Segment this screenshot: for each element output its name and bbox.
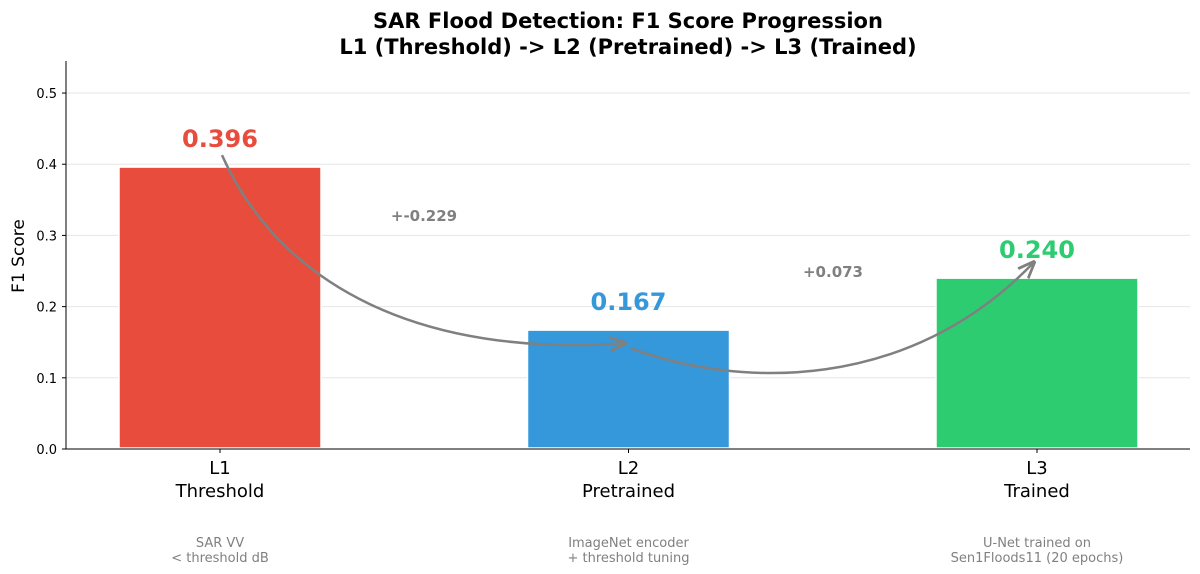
x-tick-label: L1 — [209, 458, 230, 479]
y-tick-label: 0.3 — [36, 229, 57, 244]
y-tick-label: 0.1 — [36, 372, 57, 387]
chart-title-line2: L1 (Threshold) -> L2 (Pretrained) -> L3 … — [339, 35, 916, 59]
y-tick-label: 0.4 — [36, 158, 57, 173]
y-tick-label: 0.5 — [36, 87, 57, 102]
delta-arrow — [220, 154, 626, 345]
category-note: Sen1Floods11 (20 epochs) — [951, 551, 1124, 566]
y-tick-label: 0.0 — [36, 443, 57, 458]
y-tick-label: 0.2 — [36, 301, 57, 316]
bar-l1 — [118, 166, 322, 449]
category-note: < threshold dB — [171, 551, 269, 566]
delta-label: +-0.229 — [391, 207, 457, 225]
category-note: ImageNet encoder — [568, 536, 689, 551]
bar-l2 — [526, 329, 731, 449]
x-tick-label: L2 — [618, 458, 639, 479]
category-note: + threshold tuning — [567, 551, 689, 566]
bar-l3 — [935, 277, 1139, 449]
value-label: 0.167 — [591, 288, 667, 316]
category-note: SAR VV — [196, 536, 244, 551]
x-tick-sublabel: Pretrained — [582, 481, 675, 502]
y-axis-label: F1 Score — [9, 219, 29, 293]
delta-label: +0.073 — [803, 263, 863, 281]
delta-arrow — [630, 262, 1035, 375]
value-label: 0.240 — [999, 236, 1075, 264]
x-tick-label: L3 — [1026, 458, 1047, 479]
x-tick-sublabel: Trained — [1003, 481, 1070, 502]
x-tick-sublabel: Threshold — [175, 481, 265, 502]
value-label: 0.396 — [182, 125, 258, 153]
category-note: U-Net trained on — [983, 536, 1091, 551]
chart-title-line1: SAR Flood Detection: F1 Score Progressio… — [373, 9, 883, 33]
